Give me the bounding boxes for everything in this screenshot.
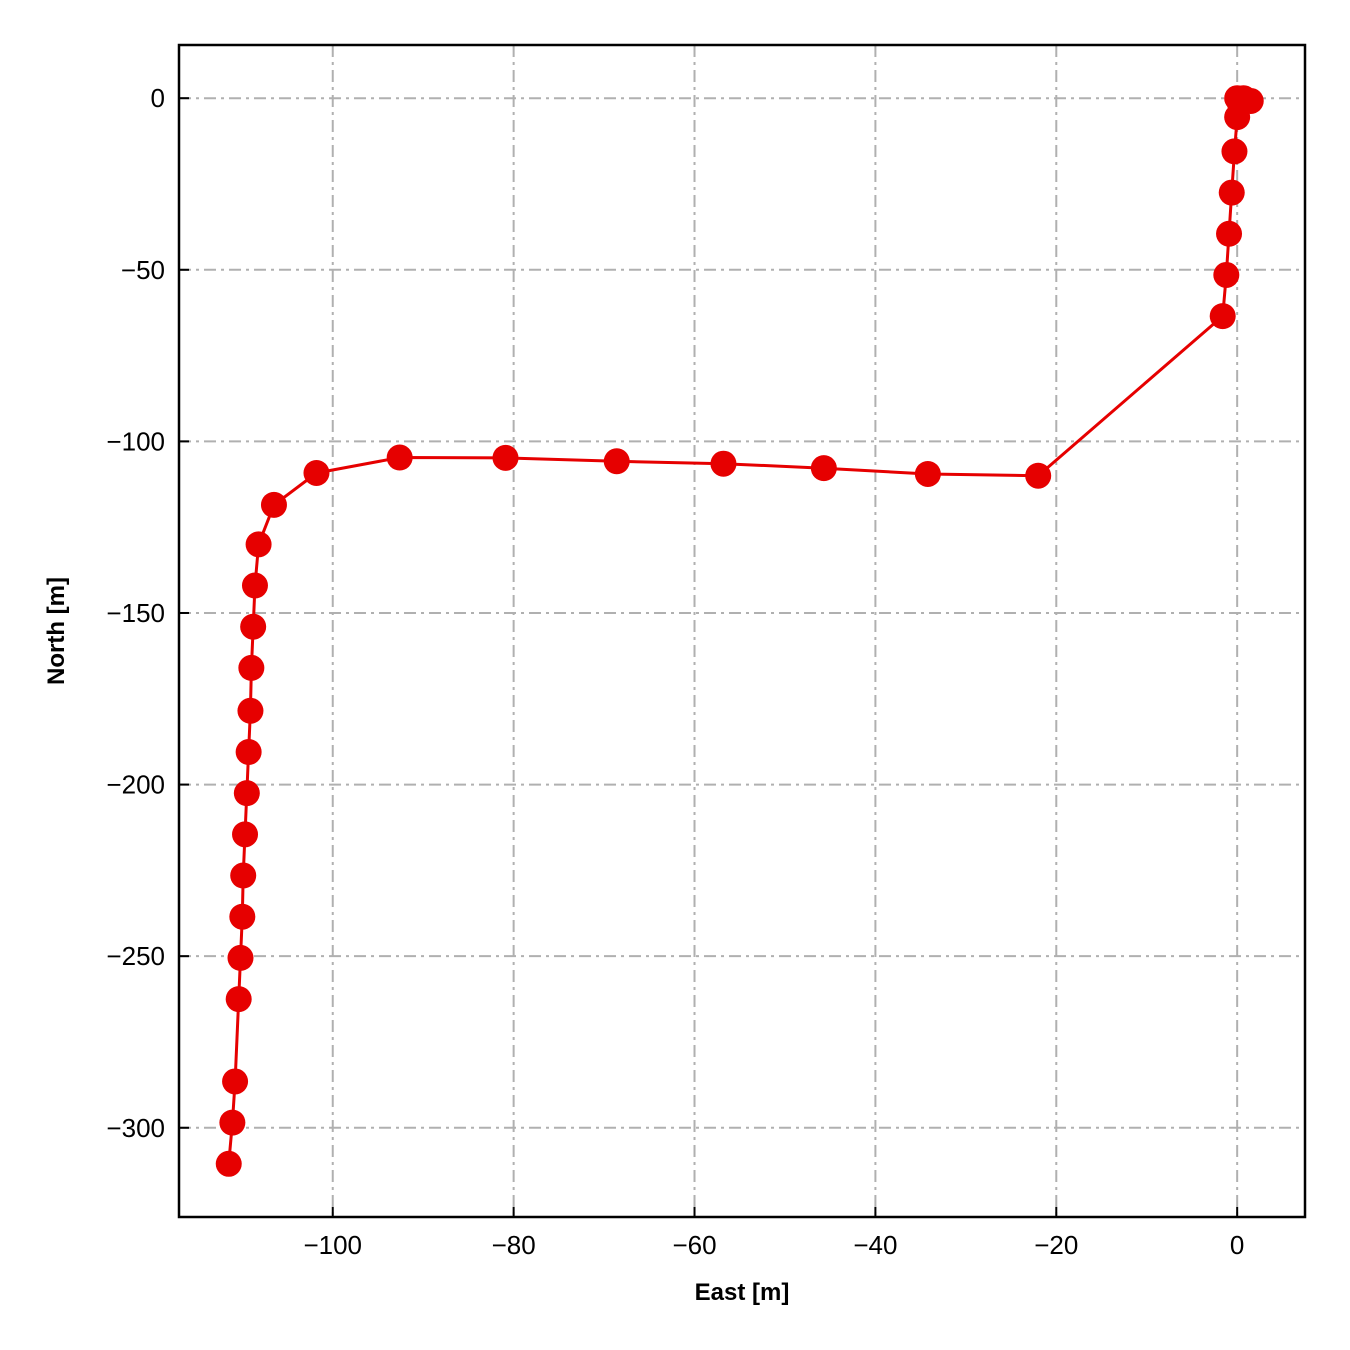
trajectory-point — [225, 986, 252, 1013]
trajectory-point — [227, 944, 254, 971]
trajectory-point — [245, 531, 272, 558]
trajectory-point — [230, 862, 257, 889]
x-tick-label: −60 — [672, 1230, 716, 1260]
x-tick-label: −80 — [492, 1230, 536, 1260]
trajectory-point — [492, 444, 519, 471]
y-axis-label: North [m] — [43, 577, 70, 685]
trajectory-point — [1025, 462, 1052, 489]
trajectory-point — [241, 572, 268, 599]
trajectory-point — [215, 1150, 242, 1177]
trajectory-point — [1216, 220, 1243, 247]
trajectory-point — [235, 738, 262, 765]
y-tick-label: −50 — [121, 255, 165, 285]
y-tick-label: −300 — [106, 1113, 165, 1143]
grid — [179, 45, 1305, 1217]
x-axis-label: East [m] — [695, 1279, 790, 1306]
y-tick-label: −150 — [106, 598, 165, 628]
x-tick-label: −20 — [1034, 1230, 1078, 1260]
trajectory-point — [240, 613, 267, 640]
x-tick-label: −100 — [303, 1230, 362, 1260]
trajectory-point — [229, 903, 256, 930]
y-tick-label: −250 — [106, 941, 165, 971]
series-layer — [215, 85, 1264, 1177]
trajectory-point — [260, 491, 287, 518]
y-tick-label: −200 — [106, 770, 165, 800]
trajectory-point — [238, 654, 265, 681]
trajectory-point — [1213, 261, 1240, 288]
trajectory-point — [1218, 179, 1245, 206]
trajectory-point — [810, 455, 837, 482]
trajectory-point — [219, 1109, 246, 1136]
trajectory-point — [710, 450, 737, 477]
trajectory-point — [1221, 138, 1248, 165]
trajectory-point — [237, 697, 264, 724]
trajectory-point — [1224, 104, 1251, 131]
y-tick-label: −100 — [106, 426, 165, 456]
trajectory-point — [233, 780, 260, 807]
trajectory-point — [914, 460, 941, 487]
trajectory-point — [232, 821, 259, 848]
trajectory-line — [227, 96, 1253, 1164]
trajectory-point — [386, 444, 413, 471]
plot-frame — [177, 43, 1307, 1219]
ticks: −100 −80 −60 −40 −20 00−50−100−150−200−250−30… — [106, 83, 1244, 1260]
x-tick-label: −40 — [853, 1230, 897, 1260]
trajectory-point — [222, 1068, 249, 1095]
trajectory-point — [303, 459, 330, 486]
trajectory-point — [1209, 303, 1236, 330]
trajectory-point — [603, 448, 630, 475]
y-tick-label: 0 — [151, 83, 165, 113]
x-tick-label: 0 — [1230, 1230, 1244, 1260]
